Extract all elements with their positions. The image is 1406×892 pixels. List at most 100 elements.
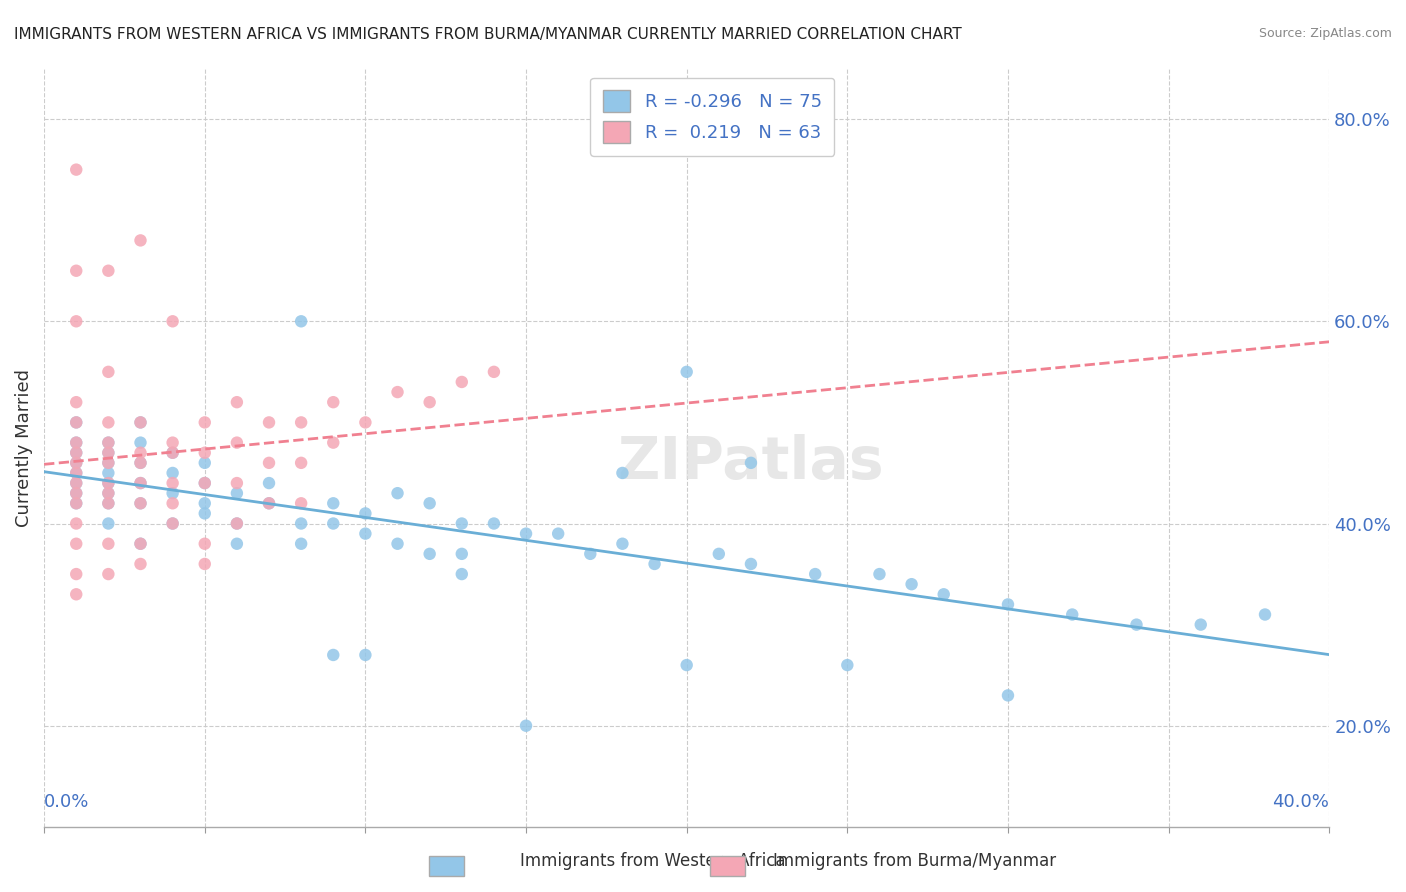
Point bbox=[612, 466, 634, 480]
Point bbox=[257, 416, 280, 430]
Point bbox=[515, 526, 537, 541]
Point bbox=[675, 365, 697, 379]
Point bbox=[129, 537, 152, 551]
Point bbox=[65, 314, 87, 328]
Point bbox=[129, 476, 152, 491]
Point bbox=[547, 526, 569, 541]
Point bbox=[644, 557, 666, 571]
Point bbox=[129, 234, 152, 248]
Point bbox=[290, 496, 312, 510]
Point bbox=[354, 526, 377, 541]
Point bbox=[162, 516, 184, 531]
Point bbox=[65, 516, 87, 531]
Point bbox=[97, 496, 120, 510]
Point bbox=[225, 435, 247, 450]
Point bbox=[97, 435, 120, 450]
Point bbox=[675, 658, 697, 673]
Point bbox=[707, 547, 730, 561]
Point bbox=[65, 416, 87, 430]
Text: Source: ZipAtlas.com: Source: ZipAtlas.com bbox=[1258, 27, 1392, 40]
Point bbox=[1125, 617, 1147, 632]
Point bbox=[290, 456, 312, 470]
Point bbox=[194, 476, 217, 491]
Point bbox=[65, 395, 87, 409]
Point bbox=[162, 486, 184, 500]
Point bbox=[65, 435, 87, 450]
Point bbox=[97, 476, 120, 491]
Point bbox=[65, 567, 87, 582]
Point bbox=[322, 496, 344, 510]
Text: Immigrants from Burma/Myanmar: Immigrants from Burma/Myanmar bbox=[773, 852, 1056, 870]
Point bbox=[354, 416, 377, 430]
Point bbox=[194, 416, 217, 430]
Point bbox=[804, 567, 827, 582]
Point bbox=[225, 516, 247, 531]
Point bbox=[65, 496, 87, 510]
Point bbox=[194, 557, 217, 571]
Point bbox=[932, 587, 955, 601]
Point bbox=[97, 456, 120, 470]
Point bbox=[1062, 607, 1084, 622]
Point bbox=[162, 435, 184, 450]
Y-axis label: Currently Married: Currently Married bbox=[15, 368, 32, 526]
Point bbox=[354, 648, 377, 662]
Point bbox=[290, 416, 312, 430]
Point bbox=[387, 486, 409, 500]
Point bbox=[97, 537, 120, 551]
Point bbox=[97, 416, 120, 430]
Point bbox=[225, 537, 247, 551]
Point bbox=[97, 476, 120, 491]
Point bbox=[322, 648, 344, 662]
Point bbox=[97, 466, 120, 480]
Point bbox=[129, 416, 152, 430]
Point bbox=[194, 507, 217, 521]
Point bbox=[97, 516, 120, 531]
Point bbox=[129, 496, 152, 510]
Point bbox=[322, 516, 344, 531]
Point bbox=[997, 598, 1019, 612]
Point bbox=[97, 435, 120, 450]
Point bbox=[162, 314, 184, 328]
Point bbox=[129, 416, 152, 430]
Point bbox=[65, 456, 87, 470]
Point bbox=[65, 496, 87, 510]
Point bbox=[65, 466, 87, 480]
Point bbox=[97, 365, 120, 379]
Point bbox=[482, 365, 505, 379]
Point bbox=[257, 476, 280, 491]
Point bbox=[612, 537, 634, 551]
Point bbox=[65, 162, 87, 177]
Point bbox=[129, 446, 152, 460]
Point bbox=[579, 547, 602, 561]
Text: 40.0%: 40.0% bbox=[1272, 793, 1329, 811]
Point bbox=[225, 516, 247, 531]
Point bbox=[450, 547, 472, 561]
Point bbox=[290, 314, 312, 328]
Point bbox=[97, 264, 120, 278]
Point bbox=[65, 587, 87, 601]
Legend: R = -0.296   N = 75, R =  0.219   N = 63: R = -0.296 N = 75, R = 0.219 N = 63 bbox=[591, 78, 834, 156]
Point bbox=[162, 476, 184, 491]
Point bbox=[162, 516, 184, 531]
Point bbox=[97, 486, 120, 500]
Point bbox=[65, 435, 87, 450]
Point bbox=[997, 689, 1019, 703]
Point bbox=[740, 456, 762, 470]
Point bbox=[162, 446, 184, 460]
Point bbox=[1189, 617, 1212, 632]
Point bbox=[290, 516, 312, 531]
Point bbox=[322, 395, 344, 409]
Point bbox=[162, 446, 184, 460]
Text: ZIPatlas: ZIPatlas bbox=[617, 434, 884, 491]
Point bbox=[225, 476, 247, 491]
Point bbox=[65, 486, 87, 500]
Point bbox=[129, 476, 152, 491]
Point bbox=[387, 537, 409, 551]
Point bbox=[450, 516, 472, 531]
Point bbox=[869, 567, 891, 582]
Point bbox=[65, 416, 87, 430]
Point bbox=[900, 577, 922, 591]
Point bbox=[225, 395, 247, 409]
Point bbox=[65, 446, 87, 460]
Point bbox=[97, 567, 120, 582]
